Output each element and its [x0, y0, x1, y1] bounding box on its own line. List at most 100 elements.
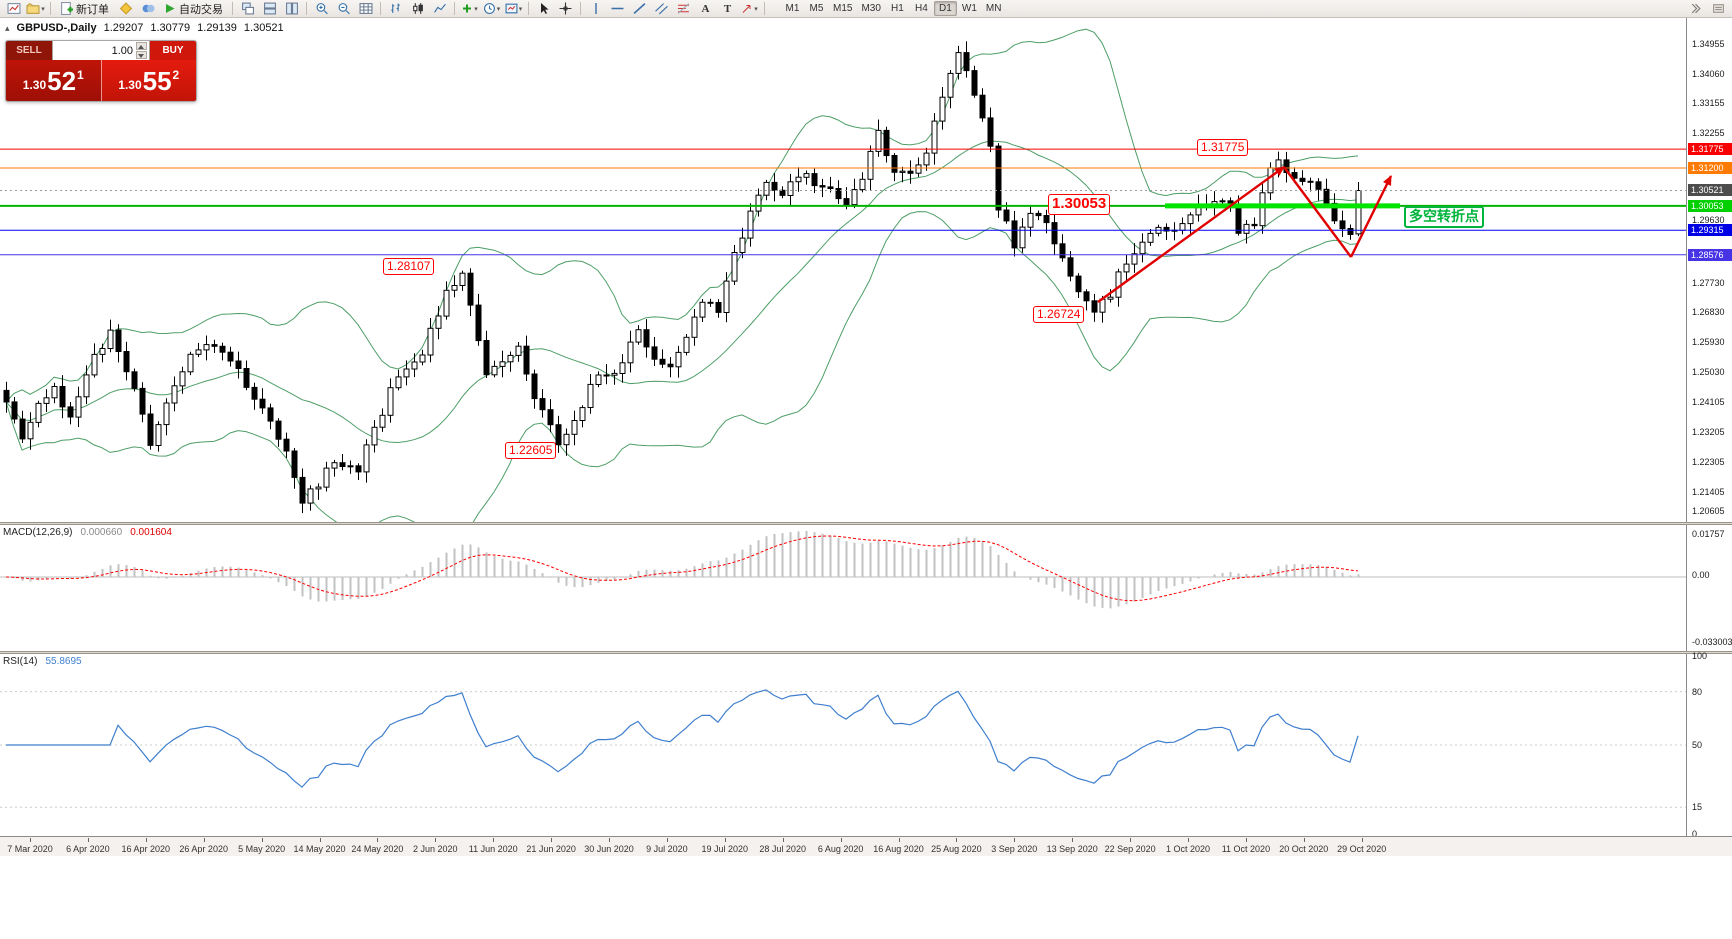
timeframe-button-m1[interactable]: M1 [785, 3, 800, 14]
timeframe-button-w1[interactable]: W1 [961, 3, 977, 14]
price-level-badge: 1.28576 [1688, 248, 1732, 261]
sell-caption-button[interactable]: SELL [6, 41, 52, 60]
time-axis[interactable]: 7 Mar 2020 6 Apr 2020 16 Apr 2020 26 Apr 20… [0, 836, 1732, 856]
text-tool-icon[interactable]: A [701, 2, 710, 15]
rsi-pane-divider[interactable] [0, 651, 1732, 654]
indicators-icon[interactable]: ▾ [459, 1, 480, 17]
candle [43, 397, 50, 404]
metaeditor-icon[interactable] [115, 1, 136, 17]
candle [907, 170, 914, 174]
profiles-icon[interactable]: ▾ [25, 1, 46, 17]
trend-arrows[interactable] [1097, 166, 1393, 303]
price-axis[interactable]: 0.01757 0.00 -0.0330037 1.34955 1.34060 1.… [1688, 0, 1732, 939]
vertical-line-icon[interactable] [585, 1, 606, 17]
timeframe-button-m30[interactable]: M30 [861, 3, 881, 14]
cascade-windows-icon[interactable] [237, 1, 258, 17]
templates-icon[interactable]: ▾ [503, 1, 524, 17]
horizontal-line-icon[interactable] [607, 1, 628, 17]
new-chart-icon[interactable] [3, 1, 24, 17]
rsi-plot [0, 689, 1686, 808]
zoom-out-icon[interactable] [333, 1, 354, 17]
buy-button[interactable]: 1.30 55 2 [100, 60, 196, 101]
tile-vertical-icon[interactable] [281, 1, 302, 17]
candle [459, 272, 466, 287]
chart-annotation[interactable]: 1.26724 [1033, 306, 1085, 323]
time-tick [203, 838, 205, 842]
cursor-icon[interactable] [533, 1, 554, 17]
time-label: 11 Jun 2020 [468, 844, 518, 854]
candle [147, 413, 154, 446]
toolbar-separator [454, 2, 455, 15]
time-tick [609, 838, 610, 842]
trendline-icon[interactable] [629, 1, 650, 17]
new-order-button[interactable]: 新订单 [55, 1, 114, 17]
timeframe-button-h1[interactable]: H1 [891, 3, 904, 14]
candle [451, 285, 458, 291]
crosshair-icon[interactable] [555, 1, 576, 17]
rsi-tick-label: 80 [1692, 686, 1703, 697]
data-window-icon[interactable] [355, 1, 376, 17]
price-level-badge: 1.31775 [1688, 143, 1732, 156]
stepper-down-icon[interactable] [136, 51, 147, 59]
current-price-badge: 1.30521 [1688, 184, 1732, 197]
toolbar-customize-icon[interactable] [1708, 1, 1729, 17]
macd-pane-divider[interactable] [0, 522, 1732, 525]
zoom-in-icon[interactable] [311, 1, 332, 17]
candle [155, 424, 162, 447]
candle [515, 345, 522, 356]
chart-annotation[interactable]: 多空转折点 [1404, 206, 1484, 228]
candle [19, 418, 26, 440]
label-tool-icon[interactable]: T [723, 2, 732, 15]
timeframe-button-m5[interactable]: M5 [809, 3, 824, 14]
candle [987, 117, 994, 147]
fibonacci-icon[interactable] [673, 1, 694, 17]
trend-arrow-segment[interactable] [1349, 175, 1393, 258]
market-watch-icon[interactable] [137, 1, 158, 17]
candle [963, 52, 970, 72]
time-tick [1072, 838, 1074, 842]
one-click-trading-panel: SELL 1.00 BUY 1.30 52 1 1.30 55 2 [5, 40, 197, 102]
channel-icon[interactable] [651, 1, 672, 17]
chart-annotation[interactable]: 1.22605 [505, 442, 557, 459]
candle [355, 465, 362, 473]
candle [1123, 263, 1130, 273]
rsi-tick-label: 50 [1692, 740, 1703, 750]
price-axis-border [1686, 18, 1687, 836]
tile-horizontal-icon[interactable] [259, 1, 280, 17]
chart-annotation[interactable]: 1.30053 [1048, 194, 1111, 215]
arrows-tool-icon[interactable]: ▾ [739, 1, 760, 17]
buy-caption-button[interactable]: BUY [150, 41, 196, 60]
volume-stepper[interactable] [136, 42, 147, 59]
stepper-up-icon[interactable] [136, 42, 147, 50]
trend-arrow-segment[interactable] [1283, 166, 1352, 258]
time-tick [840, 838, 842, 842]
chart-annotation[interactable]: 1.31775 [1197, 139, 1249, 156]
time-label: 2 Jun 2020 [413, 844, 458, 854]
one-click-toggle-icon[interactable]: ▴ [5, 22, 10, 33]
candle [931, 120, 938, 154]
volume-input[interactable]: 1.00 [52, 41, 150, 60]
sell-button[interactable]: 1.30 52 1 [6, 60, 101, 101]
timeframe-button-mn[interactable]: MN [985, 3, 1002, 14]
candle [547, 409, 554, 426]
macd-main-value: 0.000660 [80, 527, 123, 538]
chart-line-icon[interactable] [429, 1, 450, 17]
chart-bars-icon[interactable] [385, 1, 406, 17]
time-label: 13 Sep 2020 [1046, 844, 1098, 854]
toolbar-overflow-icon[interactable] [1685, 1, 1706, 17]
timeframe-group: M1 M5 M15 M30 H1 H4 D1 W1 MN [781, 1, 1005, 16]
timeframe-button-m15[interactable]: M15 [833, 3, 853, 14]
candle [1187, 214, 1194, 225]
candle [707, 301, 714, 304]
candle [779, 189, 786, 196]
periods-icon[interactable]: ▾ [481, 1, 502, 17]
trend-arrow-segment[interactable] [1097, 166, 1285, 303]
chart-candles-icon[interactable] [407, 1, 428, 17]
price-levels-layer[interactable] [0, 148, 1686, 256]
autotrading-button[interactable]: 自动交易 [159, 1, 228, 17]
candle [51, 386, 58, 399]
timeframe-button-d1[interactable]: D1 [933, 1, 957, 16]
timeframe-button-h4[interactable]: H4 [915, 3, 928, 14]
chart-annotation[interactable]: 1.28107 [383, 258, 435, 275]
